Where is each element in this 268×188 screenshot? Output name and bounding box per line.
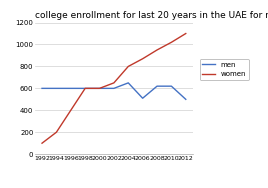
men: [69, 87, 72, 89]
women: [127, 65, 130, 67]
Text: college enrollment for last 20 years in the UAE for men and women: college enrollment for last 20 years in …: [35, 11, 268, 20]
men: [98, 87, 101, 89]
Legend: men, women: men, women: [200, 59, 249, 80]
men: [55, 87, 58, 89]
men: [155, 85, 159, 87]
women: [98, 87, 101, 89]
women: [184, 32, 187, 35]
women: [141, 58, 144, 60]
women: [155, 49, 159, 51]
women: [170, 41, 173, 43]
men: [170, 85, 173, 87]
women: [40, 142, 44, 144]
men: [141, 97, 144, 99]
men: [40, 87, 44, 89]
Line: men: men: [42, 83, 186, 99]
women: [84, 87, 87, 89]
women: [55, 131, 58, 133]
women: [112, 82, 116, 84]
men: [184, 98, 187, 100]
Line: women: women: [42, 33, 186, 143]
men: [112, 87, 116, 89]
women: [69, 109, 72, 111]
men: [84, 87, 87, 89]
men: [127, 82, 130, 84]
